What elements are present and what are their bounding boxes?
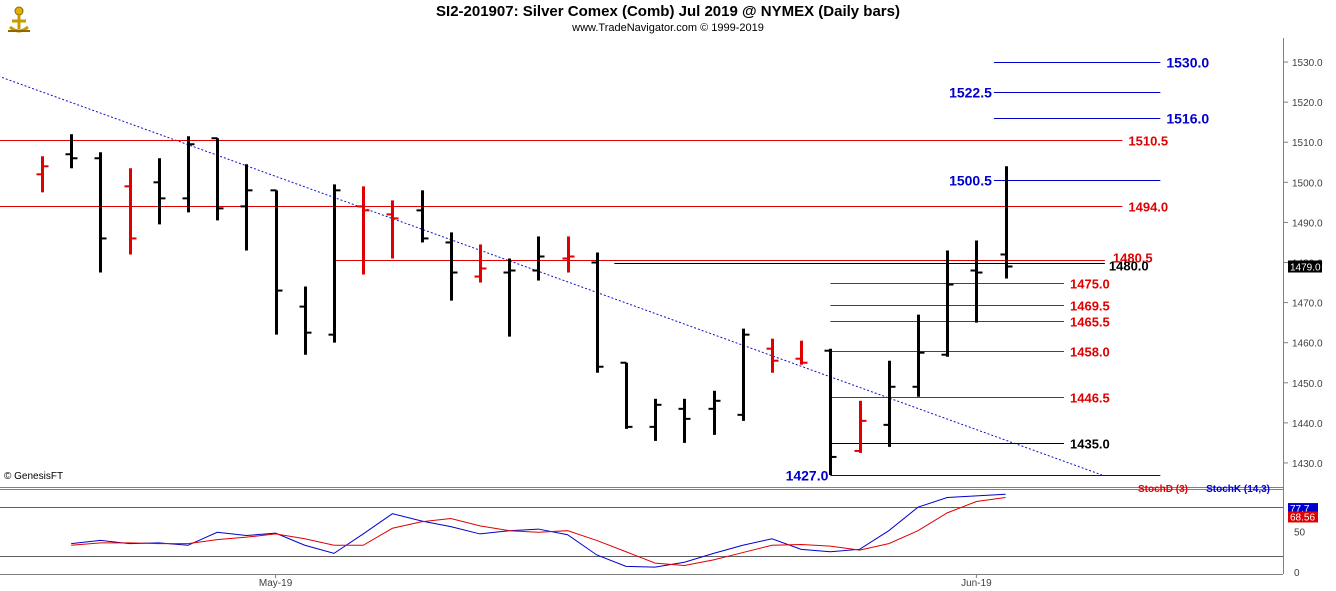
level-label: 1475.0: [1070, 277, 1110, 292]
level-label: 1469.5: [1070, 299, 1110, 314]
ohlc-bar: [357, 186, 370, 275]
ohlc-bar: [766, 338, 779, 373]
level-label: 1458.0: [1070, 345, 1110, 360]
ohlc-bar: [737, 328, 750, 421]
price-tick-label: 1490.0: [1292, 218, 1323, 229]
ohlc-bar: [795, 340, 808, 365]
ohlc-bar: [124, 168, 137, 255]
ohlc-bar: [211, 137, 224, 221]
date-tick-label: Jun-19: [961, 578, 992, 589]
level-label: 1446.5: [1070, 391, 1110, 406]
price-tick-label: 1520.0: [1292, 98, 1323, 109]
ohlc-bar: [153, 158, 166, 225]
ohlc-bar: [299, 286, 312, 355]
ohlc-bar: [941, 250, 954, 357]
ohlc-bar: [328, 184, 341, 343]
ohlc-bar: [824, 348, 837, 475]
ohlc-bar: [678, 398, 691, 443]
ohlc-bar: [912, 314, 925, 397]
stochastic-reference-lines: [0, 507, 1283, 557]
price-panel: [0, 38, 1283, 487]
stochastic-axis: 0 50 77.768.56: [1288, 503, 1318, 579]
level-label: 1516.0: [1166, 111, 1209, 127]
price-tick-label: 1530.0: [1292, 58, 1323, 69]
stochastic-panel: [0, 489, 1283, 574]
ohlc-bar: [416, 190, 429, 243]
level-label: 1510.5: [1128, 134, 1168, 149]
legend-stoch-k: StochK (14,3): [1206, 484, 1270, 495]
chart-title: SI2-201907: Silver Comex (Comb) Jul 2019…: [436, 3, 900, 20]
date-tick-label: May-19: [259, 578, 293, 589]
level-label: 1500.5: [949, 173, 992, 189]
price-tick-label: 1470.0: [1292, 299, 1323, 310]
price-tick-label: 1430.0: [1292, 459, 1323, 470]
genesis-copyright: © GenesisFT: [4, 471, 63, 482]
ohlc-bar: [240, 164, 253, 251]
ohlc-bar: [970, 240, 983, 323]
ohlc-bar: [562, 236, 575, 273]
chart-subtitle: www.TradeNavigator.com © 1999-2019: [572, 22, 764, 34]
level-label: 1494.0: [1128, 200, 1168, 215]
level-label: 1435.0: [1070, 437, 1110, 452]
trade-navigator-logo: [4, 3, 34, 35]
stochastic-lines: [71, 493, 1006, 568]
stoch-d-value: 68.56: [1290, 512, 1315, 523]
level-label: 1427.0: [786, 468, 829, 484]
ohlc-bar: [445, 232, 458, 301]
ohlc-bar: [649, 398, 662, 441]
price-tick-label: 1500.0: [1292, 178, 1323, 189]
level-label: 1465.5: [1070, 315, 1110, 330]
ohlc-bar: [532, 236, 545, 281]
stoch-tick-label: 50: [1294, 528, 1306, 539]
stoch-tick-label: 0: [1294, 568, 1300, 579]
ohlc-bar: [883, 360, 896, 447]
level-label: 1530.0: [1166, 55, 1209, 71]
level-label: 1522.5: [949, 85, 992, 101]
ohlc-bar: [182, 136, 195, 213]
ohlc-bar: [854, 400, 867, 453]
ohlc-bar: [474, 244, 487, 283]
stoch-k-line: [71, 493, 1006, 568]
ohlc-bar: [591, 252, 604, 373]
date-axis: May-19 Jun-19: [259, 574, 992, 589]
price-tick-label: 1510.0: [1292, 138, 1323, 149]
stoch-k-value: 77.7: [1290, 504, 1310, 515]
legend-stoch-d: StochD (3): [1138, 484, 1188, 495]
price-tick-label: 1450.0: [1292, 379, 1323, 390]
price-tick-label: 1460.0: [1292, 339, 1323, 350]
ohlc-bar: [620, 361, 633, 429]
last-price-label: 1479.0: [1290, 263, 1321, 274]
ohlc-bar: [708, 390, 721, 435]
level-label: 1480.0: [1109, 259, 1149, 274]
ohlc-bar: [386, 200, 399, 259]
price-axis: 1430.01440.01450.01460.01470.01480.01490…: [1283, 58, 1323, 470]
price-tick-label: 1440.0: [1292, 419, 1323, 430]
ohlc-bar: [270, 189, 283, 335]
ohlc-bar: [503, 258, 516, 337]
chart-header: SI2-201907: Silver Comex (Comb) Jul 2019…: [0, 0, 1336, 38]
stoch-d-line: [71, 496, 1006, 567]
ohlc-bar: [94, 152, 107, 273]
ohlc-bar: [36, 156, 49, 193]
ohlc-bars: [36, 134, 1013, 475]
ohlc-bar: [65, 134, 78, 169]
ohlc-bar: [1000, 166, 1013, 279]
level-label: 1480.5: [1113, 251, 1153, 266]
